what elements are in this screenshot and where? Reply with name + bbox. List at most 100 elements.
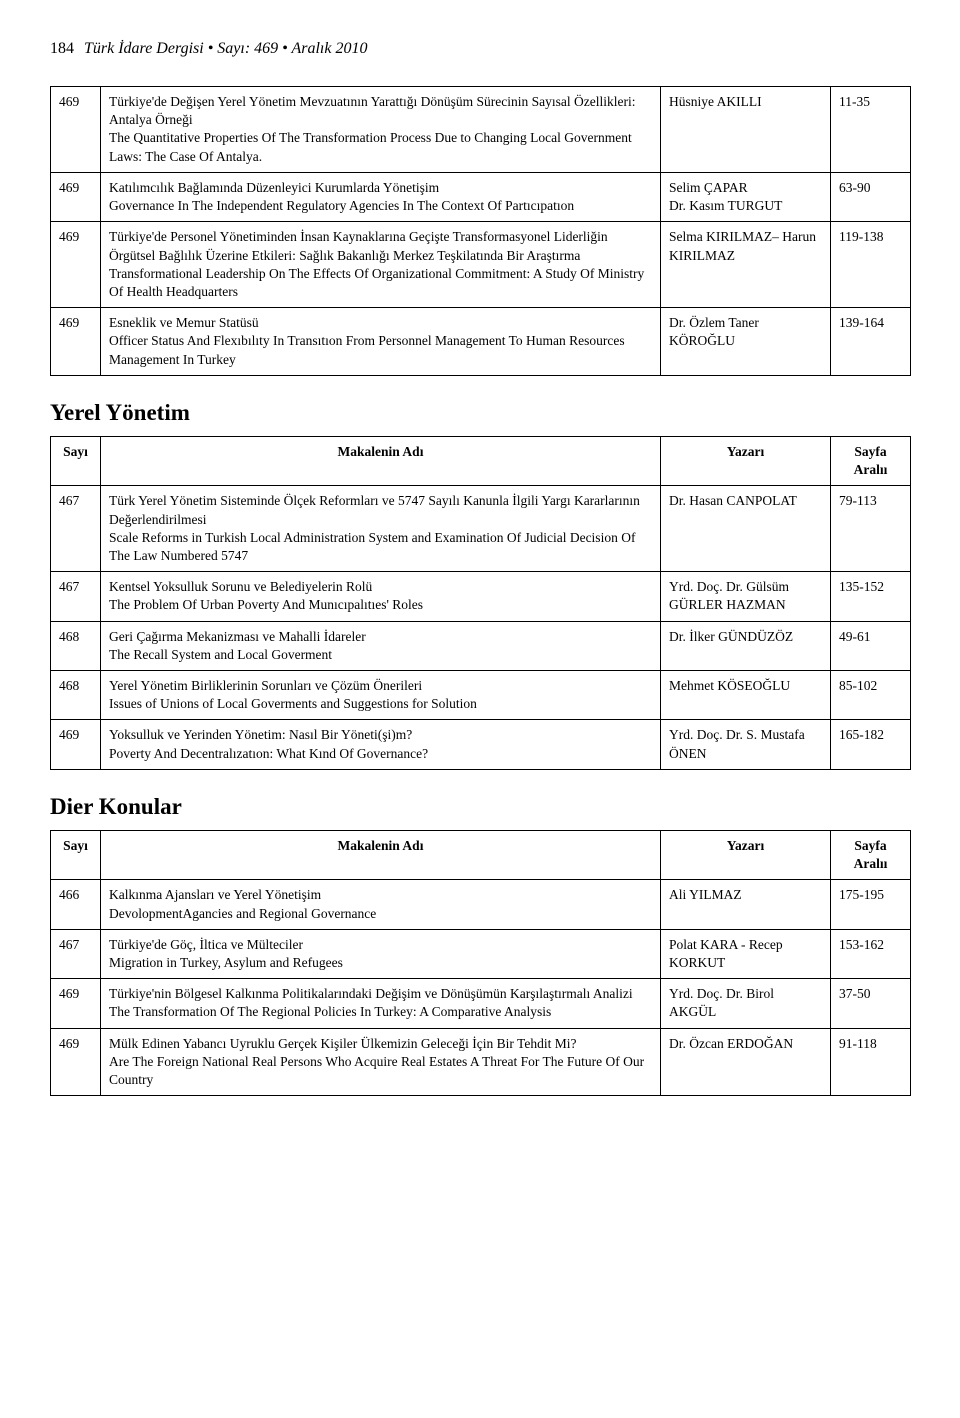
cell-author: Ali YILMAZ (661, 880, 831, 929)
cell-pages: 63-90 (831, 172, 911, 221)
table-row: 468 Yerel Yönetim Birliklerinin Sorunları… (51, 671, 911, 720)
cell-title: Geri Çağırma Mekanizması ve Mahalli İdar… (101, 621, 661, 670)
cell-author: Polat KARA - Recep KORKUT (661, 929, 831, 978)
cell-sayi: 467 (51, 929, 101, 978)
cell-pages: 37-50 (831, 979, 911, 1028)
page-number: 184 (50, 40, 74, 58)
cell-author: Selma KIRILMAZ– Harun KIRILMAZ (661, 222, 831, 308)
title-en: Migration in Turkey, Asylum and Refugees (109, 954, 652, 972)
title-en: Transformational Leadership On The Effec… (109, 265, 652, 301)
cell-title: Türk Yerel Yönetim Sisteminde Ölçek Refo… (101, 486, 661, 572)
title-tr: Katılımcılık Bağlamında Düzenleyici Kuru… (109, 180, 439, 195)
col-title: Makalenin Adı (101, 436, 661, 485)
title-tr: Yoksulluk ve Yerinden Yönetim: Nasıl Bir… (109, 727, 412, 742)
col-pages: Sayfa Aralıı (831, 830, 911, 879)
title-tr: Türkiye'de Personel Yönetiminden İnsan K… (109, 229, 608, 262)
title-tr: Esneklik ve Memur Statüsü (109, 315, 259, 330)
title-en: Officer Status And Flexıbılıty In Transı… (109, 332, 652, 368)
title-en: Scale Reforms in Turkish Local Administr… (109, 529, 652, 565)
cell-pages: 119-138 (831, 222, 911, 308)
title-tr: Türk Yerel Yönetim Sisteminde Ölçek Refo… (109, 493, 640, 526)
cell-title: Türkiye'nin Bölgesel Kalkınma Politikala… (101, 979, 661, 1028)
title-en: The Recall System and Local Goverment (109, 646, 652, 664)
title-en: Are The Foreign National Real Persons Wh… (109, 1053, 652, 1089)
cell-sayi: 467 (51, 572, 101, 621)
title-tr: Yerel Yönetim Birliklerinin Sorunları ve… (109, 678, 422, 693)
cell-author: Dr. Hasan CANPOLAT (661, 486, 831, 572)
table-header-row: Sayı Makalenin Adı Yazarı Sayfa Aralıı (51, 436, 911, 485)
cell-author: Dr. Özlem Taner KÖROĞLU (661, 308, 831, 376)
table-row: 469 Esneklik ve Memur Statüsü Officer Stat… (51, 308, 911, 376)
title-en: Governance In The Independent Regulatory… (109, 197, 652, 215)
cell-sayi: 469 (51, 87, 101, 173)
cell-pages: 165-182 (831, 720, 911, 769)
table-row: 467Türk Yerel Yönetim Sisteminde Ölçek R… (51, 486, 911, 572)
col-pages: Sayfa Aralıı (831, 436, 911, 485)
title-tr: Kalkınma Ajansları ve Yerel Yönetişim (109, 887, 321, 902)
title-tr: Mülk Edinen Yabancı Uyruklu Gerçek Kişil… (109, 1036, 576, 1051)
cell-title: Kalkınma Ajansları ve Yerel Yönetişim Dev… (101, 880, 661, 929)
col-author: Yazarı (661, 436, 831, 485)
cell-pages: 139-164 (831, 308, 911, 376)
title-en: The Problem Of Urban Poverty And Munıcıp… (109, 596, 652, 614)
cell-sayi: 469 (51, 1028, 101, 1096)
table-row: 466Kalkınma Ajansları ve Yerel Yönetişim… (51, 880, 911, 929)
table-row: 467 Türkiye'de Göç, İltica ve Mülteciler M… (51, 929, 911, 978)
table-row: 467 Kentsel Yoksulluk Sorunu ve Belediyel… (51, 572, 911, 621)
table-row: 469 Türkiye'nin Bölgesel Kalkınma Politik… (51, 979, 911, 1028)
cell-sayi: 467 (51, 486, 101, 572)
cell-sayi: 469 (51, 308, 101, 376)
cell-title: Yerel Yönetim Birliklerinin Sorunları ve… (101, 671, 661, 720)
title-en: The Transformation Of The Regional Polic… (109, 1003, 652, 1021)
table-row: 469 Mülk Edinen Yabancı Uyruklu Gerçek Ki… (51, 1028, 911, 1096)
cell-sayi: 469 (51, 979, 101, 1028)
articles-table-1: 469Türkiye'de Değişen Yerel Yönetim Mevz… (50, 86, 911, 376)
cell-pages: 91-118 (831, 1028, 911, 1096)
col-title: Makalenin Adı (101, 830, 661, 879)
title-tr: Türkiye'de Göç, İltica ve Mülteciler (109, 937, 303, 952)
cell-title: Türkiye'de Personel Yönetiminden İnsan K… (101, 222, 661, 308)
cell-sayi: 468 (51, 671, 101, 720)
cell-author: Yrd. Doç. Dr. S. Mustafa ÖNEN (661, 720, 831, 769)
cell-sayi: 468 (51, 621, 101, 670)
cell-pages: 49-61 (831, 621, 911, 670)
cell-sayi: 469 (51, 720, 101, 769)
section-heading-yerel: Yerel Yönetim (50, 400, 910, 426)
cell-author: Hüsniye AKILLI (661, 87, 831, 173)
articles-table-3: Sayı Makalenin Adı Yazarı Sayfa Aralıı 4… (50, 830, 911, 1096)
cell-sayi: 469 (51, 222, 101, 308)
col-author: Yazarı (661, 830, 831, 879)
cell-title: Esneklik ve Memur Statüsü Officer Status … (101, 308, 661, 376)
title-tr: Türkiye'de Değişen Yerel Yönetim Mevzuat… (109, 94, 635, 127)
cell-pages: 135-152 (831, 572, 911, 621)
cell-title: Mülk Edinen Yabancı Uyruklu Gerçek Kişil… (101, 1028, 661, 1096)
title-en: Poverty And Decentralızatıon: What Kınd … (109, 745, 652, 763)
cell-pages: 79-113 (831, 486, 911, 572)
cell-sayi: 466 (51, 880, 101, 929)
table-row: 469 Yoksulluk ve Yerinden Yönetim: Nasıl … (51, 720, 911, 769)
cell-sayi: 469 (51, 172, 101, 221)
table-row: 469Türkiye'de Personel Yönetiminden İnsa… (51, 222, 911, 308)
cell-author: Yrd. Doç. Dr. Birol AKGÜL (661, 979, 831, 1028)
cell-pages: 11-35 (831, 87, 911, 173)
title-tr: Türkiye'nin Bölgesel Kalkınma Politikala… (109, 986, 633, 1001)
title-en: DevolopmentAgancies and Regional Governa… (109, 905, 652, 923)
title-en: Issues of Unions of Local Goverments and… (109, 695, 652, 713)
cell-pages: 85-102 (831, 671, 911, 720)
cell-title: Yoksulluk ve Yerinden Yönetim: Nasıl Bir… (101, 720, 661, 769)
cell-author: Selim ÇAPAR Dr. Kasım TURGUT (661, 172, 831, 221)
journal-line: Türk İdare Dergisi • Sayı: 469 • Aralık … (84, 40, 367, 57)
cell-title: Türkiye'de Göç, İltica ve Mülteciler Migr… (101, 929, 661, 978)
title-tr: Geri Çağırma Mekanizması ve Mahalli İdar… (109, 629, 366, 644)
cell-author: Dr. İlker GÜNDÜZÖZ (661, 621, 831, 670)
cell-author: Mehmet KÖSEOĞLU (661, 671, 831, 720)
page-header: 184 Türk İdare Dergisi • Sayı: 469 • Ara… (50, 40, 910, 58)
title-en: The Quantitative Properties Of The Trans… (109, 129, 652, 165)
table-row: 469 Katılımcılık Bağlamında Düzenleyici K… (51, 172, 911, 221)
cell-title: Katılımcılık Bağlamında Düzenleyici Kuru… (101, 172, 661, 221)
cell-pages: 175-195 (831, 880, 911, 929)
section-heading-dier: Dier Konular (50, 794, 910, 820)
articles-table-2: Sayı Makalenin Adı Yazarı Sayfa Aralıı 4… (50, 436, 911, 770)
col-sayi: Sayı (51, 830, 101, 879)
title-tr: Kentsel Yoksulluk Sorunu ve Belediyeleri… (109, 579, 372, 594)
